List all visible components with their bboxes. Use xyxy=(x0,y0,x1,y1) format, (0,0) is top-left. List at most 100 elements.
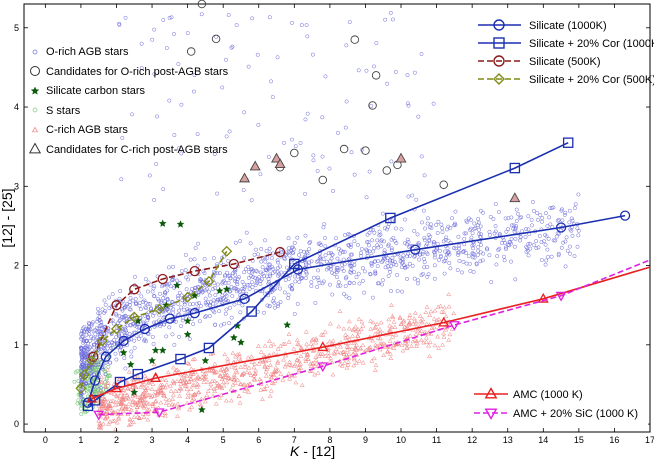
c-rich-agb-point xyxy=(242,364,248,369)
c-rich-agb-point xyxy=(108,398,114,403)
o-rich-agb-point xyxy=(227,129,232,134)
c-rich-agb-point xyxy=(112,402,118,408)
o-rich-agb-point xyxy=(303,191,308,196)
o-rich-agb-point xyxy=(176,296,181,301)
o-rich-agb-point xyxy=(307,241,312,245)
series-point-0 xyxy=(139,323,151,335)
legend-triangle-up xyxy=(484,387,498,399)
c-rich-agb-point xyxy=(244,385,250,390)
c-rich-agb-point xyxy=(341,326,347,331)
o-rich-agb-point xyxy=(359,246,364,251)
c-rich-agb-point xyxy=(358,345,363,350)
silicate-carbon-star xyxy=(233,321,242,330)
silicate-carbon-star xyxy=(183,330,192,338)
s-star-point xyxy=(84,381,88,386)
o-rich-agb-point xyxy=(265,268,270,273)
o-rich-agb-point xyxy=(569,216,574,221)
o-rich-agb-point xyxy=(400,261,405,266)
c-rich-agb-point xyxy=(360,360,366,365)
o-rich-agb-point xyxy=(446,238,451,243)
c-rich-agb-point xyxy=(431,316,437,321)
c-rich-agb-point xyxy=(158,400,164,405)
s-star-point xyxy=(103,387,108,392)
o-rich-agb-point xyxy=(258,281,263,286)
c-rich-agb-point xyxy=(270,371,276,376)
o-rich-agb-point xyxy=(432,276,437,281)
o-rich-agb-point xyxy=(261,310,266,315)
o-rich-agb-point xyxy=(179,293,184,298)
o-rich-agb-point xyxy=(102,310,107,315)
x-tick-label: 13 xyxy=(503,435,513,445)
o-rich-agb-point xyxy=(96,362,101,367)
o-rich-agb-point xyxy=(177,308,182,313)
o-rich-agb-point xyxy=(266,155,271,159)
o-rich-agb-point xyxy=(89,323,94,328)
o-rich-agb-point xyxy=(526,227,531,232)
c-rich-post-agb-candidate xyxy=(395,152,407,163)
o-rich-agb-point xyxy=(255,277,260,281)
c-rich-agb-point xyxy=(135,394,141,400)
o-rich-agb-point xyxy=(343,125,348,130)
o-rich-agb-point xyxy=(118,288,123,293)
o-rich-agb-point xyxy=(150,313,155,318)
c-rich-agb-point xyxy=(356,358,362,363)
o-rich-agb-point xyxy=(215,271,220,276)
c-rich-agb-point xyxy=(451,310,457,316)
c-rich-agb-point xyxy=(170,378,176,383)
c-rich-agb-point xyxy=(397,314,403,320)
c-rich-agb-point xyxy=(158,390,164,395)
o-rich-agb-point xyxy=(336,284,341,289)
o-rich-agb-point xyxy=(264,248,269,253)
model-legend-marker-0 xyxy=(478,19,521,31)
o-rich-agb-point xyxy=(528,246,533,251)
o-rich-agb-point xyxy=(405,276,409,281)
c-rich-agb-point xyxy=(294,357,300,362)
o-rich-agb-point xyxy=(375,264,380,269)
c-rich-agb-point xyxy=(102,415,108,421)
c-rich-agb-point xyxy=(190,357,196,362)
o-rich-agb-point xyxy=(107,306,112,311)
c-rich-agb-point xyxy=(436,316,442,322)
c-rich-agb-point xyxy=(190,383,196,388)
o-rich-agb-point xyxy=(110,340,115,345)
c-rich-agb-point xyxy=(257,376,263,382)
c-rich-agb-point xyxy=(155,386,161,392)
c-rich-agb-point xyxy=(114,420,120,425)
o-rich-agb-point xyxy=(418,252,423,257)
c-rich-agb-point xyxy=(287,362,293,367)
o-rich-agb-point xyxy=(287,276,291,281)
x-tick-label: 6 xyxy=(256,435,261,445)
o-rich-agb-point xyxy=(122,327,127,332)
c-rich-agb-point xyxy=(130,393,136,398)
o-rich-agb-point xyxy=(446,224,451,229)
o-rich-agb-point xyxy=(448,225,453,230)
o-rich-agb-point xyxy=(349,242,353,247)
o-rich-agb-point xyxy=(421,208,426,213)
c-rich-agb-point xyxy=(146,379,152,385)
o-rich-agb-point xyxy=(203,288,208,293)
c-rich-post-agb-candidate xyxy=(509,192,521,203)
o-rich-agb-point xyxy=(152,72,157,77)
c-rich-agb-point xyxy=(308,341,314,346)
o-rich-agb-point xyxy=(422,260,427,265)
o-rich-agb-point xyxy=(253,283,258,288)
o-rich-agb-point xyxy=(519,215,524,220)
c-rich-agb-point xyxy=(392,324,398,329)
c-rich-agb-point xyxy=(287,373,293,378)
o-rich-agb-point xyxy=(382,226,387,231)
o-rich-post-agb-candidate xyxy=(197,0,207,9)
o-rich-agb-point xyxy=(89,334,94,339)
o-rich-agb-point xyxy=(221,295,226,300)
x-tick-label: 5 xyxy=(221,435,226,445)
o-rich-agb-point xyxy=(355,242,360,247)
o-rich-agb-point xyxy=(502,240,507,245)
c-rich-agb-point xyxy=(261,386,267,391)
c-rich-agb-point xyxy=(331,350,337,355)
series-line-2 xyxy=(92,251,281,358)
o-rich-agb-point xyxy=(405,101,410,106)
o-rich-agb-point xyxy=(526,242,531,246)
o-rich-agb-point xyxy=(330,270,335,275)
y-tick-label: 2 xyxy=(14,261,19,271)
o-rich-agb-point xyxy=(347,232,352,237)
o-rich-agb-point xyxy=(206,289,211,294)
